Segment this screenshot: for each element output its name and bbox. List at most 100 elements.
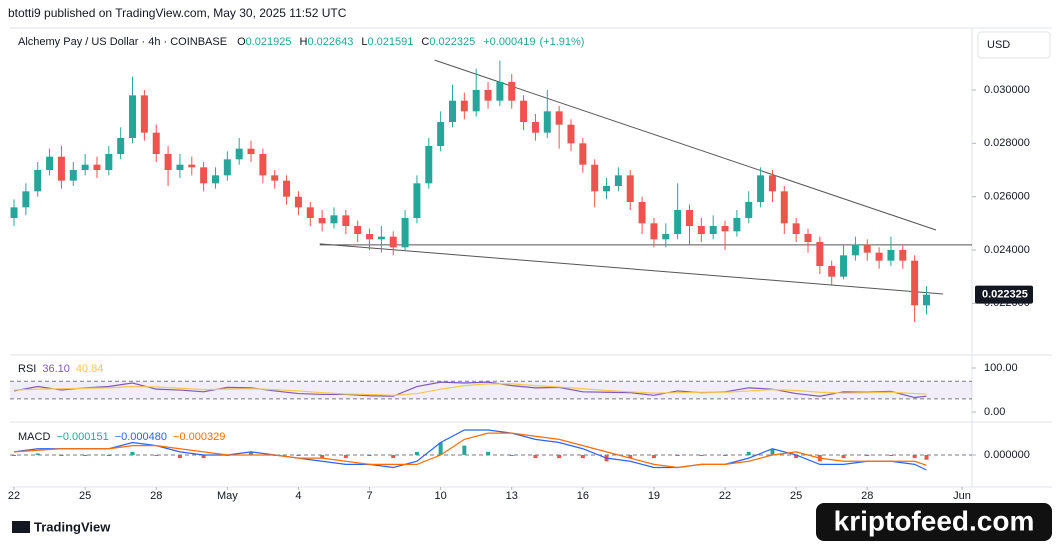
candle-body (520, 100, 528, 122)
histogram-bar (723, 455, 728, 456)
candle-body (129, 95, 137, 138)
chart-title: Alchemy Pay / US Dollar · 4h · COINBASE (18, 36, 227, 48)
candle-body (733, 218, 741, 232)
candle-body (922, 294, 930, 306)
y-tick-label: 0.024000 (984, 244, 1030, 256)
candle-body (899, 250, 907, 261)
candle-body (235, 148, 243, 160)
brand-logo (12, 521, 30, 533)
histogram-bar (675, 455, 680, 456)
x-tick-label: 28 (150, 490, 162, 502)
candle-body (697, 226, 705, 234)
histogram-bar (557, 455, 562, 459)
candle-body (200, 167, 208, 184)
candle-body (413, 183, 421, 218)
candle-body (34, 170, 42, 192)
histogram-bar (367, 455, 372, 456)
legend-value: 0.021591 (367, 36, 413, 48)
histogram-bar (888, 455, 893, 456)
candle-body (555, 111, 563, 125)
candle-body (105, 154, 113, 170)
x-tick-label: 10 (435, 490, 447, 502)
candle-body (508, 82, 516, 101)
x-tick-label: 22 (8, 490, 20, 502)
candle-body (851, 244, 859, 256)
legend-key: H (300, 36, 308, 48)
candle-body (460, 100, 468, 112)
candle-body (294, 196, 302, 208)
currency-box[interactable] (977, 31, 1051, 59)
price-tag-label: 0.022325 (982, 289, 1028, 301)
candle-body (389, 236, 397, 248)
candle-body (579, 143, 587, 165)
legend-value: 0.022325 (429, 36, 475, 48)
histogram-bar (296, 455, 301, 456)
candle-body (768, 175, 776, 192)
histogram-bar (794, 455, 799, 459)
histogram-bar (343, 455, 348, 459)
indicator-line (13, 429, 927, 471)
histogram-bar (924, 455, 929, 460)
candle-body (638, 202, 646, 224)
y-tick-label: 0.028000 (984, 137, 1030, 149)
y-tick-label: 0.030000 (984, 84, 1030, 96)
candle-body (342, 215, 350, 226)
histogram-bar (486, 451, 491, 455)
legend-value: −0.000151 (56, 431, 108, 443)
candle-body (354, 226, 362, 234)
candle-body (164, 154, 172, 170)
x-tick-label: 7 (366, 490, 372, 502)
candle-body (69, 170, 77, 181)
histogram-bar (912, 455, 917, 459)
candle-body (46, 156, 54, 170)
x-tick-label: 4 (295, 490, 301, 502)
candle-body (543, 111, 551, 133)
legend-key: L (361, 36, 367, 48)
candle-body (911, 260, 919, 306)
candle-body (863, 244, 871, 253)
legend-change-pct: (+1.91%) (540, 36, 585, 48)
candle-body (140, 95, 148, 133)
candle-body (674, 210, 682, 234)
x-tick-label: Jun (953, 490, 971, 502)
candle-body (626, 175, 634, 202)
histogram-bar (770, 448, 775, 455)
legend-change: +0.000419 (483, 36, 535, 48)
candle-body (828, 266, 836, 277)
histogram-bar (628, 455, 633, 459)
candle-body (259, 154, 267, 176)
candle-body (152, 132, 160, 154)
candle-body (875, 252, 883, 261)
trend-line (319, 243, 944, 295)
legend-value: 0.021925 (246, 36, 292, 48)
candle-body (437, 122, 445, 146)
candle-body (614, 175, 622, 186)
y-tick-label: 0.026000 (984, 191, 1030, 203)
candle-body (567, 124, 575, 144)
histogram-bar (130, 451, 135, 455)
histogram-bar (533, 455, 538, 459)
histogram-bar (438, 442, 443, 455)
candle-body (531, 122, 539, 133)
histogram-bar (651, 455, 656, 459)
x-tick-label: 22 (719, 490, 731, 502)
candle-body (792, 223, 800, 234)
histogram-bar (249, 451, 254, 455)
candle-body (591, 164, 599, 192)
candle-body (840, 255, 848, 277)
histogram-bar (177, 455, 182, 459)
histogram-bar (865, 455, 870, 456)
candle-body (804, 234, 812, 242)
indicator-line (14, 383, 927, 396)
legend-value: −0.000329 (173, 431, 225, 443)
trend-line (434, 59, 937, 231)
candle-body (271, 175, 279, 181)
watermark: kriptofeed.com (834, 505, 1035, 536)
histogram-bar (841, 455, 846, 459)
legend-value: 0.022643 (307, 36, 353, 48)
candle-body (685, 210, 693, 226)
histogram-bar (320, 455, 325, 459)
candle-body (603, 186, 611, 192)
legend-key: O (237, 36, 246, 48)
candle-body (377, 236, 385, 240)
